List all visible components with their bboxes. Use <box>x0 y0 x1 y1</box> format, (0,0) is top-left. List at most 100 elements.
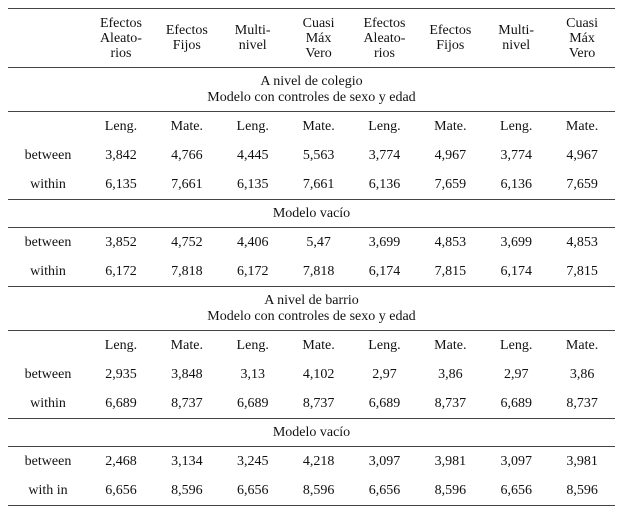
data-row: between 3,852 4,752 4,406 5,47 3,699 4,853 3,69… <box>8 228 615 258</box>
value-cell: 3,13 <box>240 367 265 382</box>
value-cell: 6,172 <box>105 264 137 279</box>
section-title-row: A nivel de barrio Modelo con controles de… <box>8 286 615 331</box>
value-cell: 7,815 <box>434 264 467 279</box>
subheader-cell: Mate. <box>302 119 335 134</box>
section-title-row: Modelo vacío <box>8 418 615 447</box>
value-cell: 6,174 <box>368 264 401 279</box>
value-cell: 8,596 <box>153 476 220 506</box>
subheader-cell: Leng. <box>236 338 269 353</box>
value-cell: 3,981 <box>566 454 598 469</box>
column-header: Cuasi Máx Vero <box>285 8 352 68</box>
subheader-row: Leng. Mate. Leng. Mate. Leng. Mate. Leng. Mate. <box>8 112 615 142</box>
value-cell: 6,656 <box>483 476 550 506</box>
value-cell: 6,135 <box>236 177 269 192</box>
subheader-cell: Leng. <box>368 119 401 134</box>
section-title-row: A nivel de colegio Modelo con controles d… <box>8 67 615 112</box>
value-cell: 8,596 <box>417 476 484 506</box>
empty-cell <box>8 112 88 142</box>
row-label: within <box>30 177 66 192</box>
value-cell: 4,967 <box>434 148 467 163</box>
text-line: Efectos <box>99 15 142 31</box>
text-line: Efectos <box>165 23 208 38</box>
text-line: Fijos <box>436 38 465 53</box>
text-line: Multi- <box>234 23 271 38</box>
text-line: Aleato- <box>99 30 142 46</box>
section-title: Modelo vacío <box>8 199 615 228</box>
results-table: Efectos Aleato-rios Efectos Fijos Multi-nive… <box>8 8 615 506</box>
value-cell: 8,737 <box>302 396 335 411</box>
value-cell: 4,853 <box>566 235 598 250</box>
subheader-cell: Mate. <box>434 338 467 353</box>
data-row: within 6,172 7,818 6,172 7,818 6,174 7,815 6,17… <box>8 257 615 287</box>
column-header: Efectos Aleato-rios <box>351 8 418 68</box>
corner-cell <box>8 8 88 68</box>
value-cell: 7,818 <box>302 264 335 279</box>
subheader-cell: Leng. <box>236 119 269 134</box>
row-label: between <box>24 367 72 382</box>
subheader-row: Leng. Mate. Leng. Mate. Leng. Mate. Leng. Mate. <box>8 331 615 361</box>
text-line: nivel <box>502 38 531 53</box>
data-row: between 2,935 3,848 3,13 4,102 2,97 3,86 2,97 3,… <box>8 360 615 389</box>
value-cell: 3,981 <box>434 454 467 469</box>
data-row: with in 6,656 8,596 6,656 8,596 6,656 8,596 6,6… <box>8 476 615 506</box>
text-line: Efectos <box>363 15 406 31</box>
value-cell: 6,656 <box>219 476 286 506</box>
data-row: between 2,468 3,134 3,245 4,218 3,097 3,981 3,0… <box>8 447 615 477</box>
text-line: Máx <box>569 30 595 46</box>
row-label: between <box>24 454 72 469</box>
value-cell: 3,848 <box>171 367 203 382</box>
value-cell: 3,774 <box>368 148 401 163</box>
value-cell: 8,737 <box>566 396 598 411</box>
value-cell: 6,172 <box>236 264 269 279</box>
value-cell: 8,737 <box>434 396 467 411</box>
value-cell: 3,86 <box>569 367 595 382</box>
subheader-cell: Mate. <box>170 119 203 134</box>
value-cell: 3,699 <box>500 235 532 250</box>
value-cell: 7,818 <box>171 264 203 279</box>
text-line: Máx <box>305 30 332 46</box>
value-cell: 4,445 <box>236 148 269 163</box>
column-header: Multi-nivel <box>219 8 286 68</box>
value-cell: 7,659 <box>566 177 598 192</box>
value-cell: 2,97 <box>503 367 529 382</box>
text-line: Modelo con controles de sexo y edad <box>207 308 416 324</box>
value-cell: 4,218 <box>302 454 335 469</box>
subheader-cell: Mate. <box>170 338 203 353</box>
value-cell: 3,86 <box>438 367 463 382</box>
subheader-cell: Leng. <box>500 119 533 134</box>
value-cell: 6,689 <box>368 396 401 411</box>
subheader-cell: Leng. <box>368 338 401 353</box>
column-header: Multi-nivel <box>483 8 550 68</box>
value-cell: 4,967 <box>566 148 598 163</box>
text-line: Modelo vacío <box>272 424 351 440</box>
section-title: Modelo vacío <box>8 418 615 447</box>
value-cell: 2,468 <box>105 454 137 469</box>
subheader-cell: Mate. <box>565 119 599 134</box>
value-cell: 4,766 <box>171 148 203 163</box>
value-cell: 2,935 <box>105 367 137 382</box>
section-title: A nivel de barrio Modelo con controles de… <box>8 286 615 331</box>
value-cell: 3,097 <box>500 454 532 469</box>
value-cell: 8,737 <box>171 396 203 411</box>
data-row: within 6,135 7,661 6,135 7,661 6,136 7,659 6,13… <box>8 170 615 200</box>
value-cell: 7,659 <box>434 177 467 192</box>
value-cell: 7,661 <box>171 177 203 192</box>
column-header: Cuasi Máx Vero <box>549 8 615 68</box>
value-cell: 6,136 <box>368 177 401 192</box>
column-header: Efectos Fijos <box>417 8 484 68</box>
value-cell: 6,689 <box>500 396 532 411</box>
value-cell: 6,656 <box>88 476 154 506</box>
text-line: Aleato- <box>363 30 406 46</box>
row-label: between <box>24 148 72 163</box>
text-line: Efectos <box>429 23 472 38</box>
value-cell: 3,774 <box>500 148 532 163</box>
row-label: between <box>24 235 72 250</box>
row-label: with in <box>8 476 88 506</box>
subheader-cell: Mate. <box>565 338 599 353</box>
value-cell: 3,852 <box>105 235 137 250</box>
data-row: between 3,842 4,766 4,445 5,563 3,774 4,967 3,7… <box>8 141 615 170</box>
value-cell: 2,97 <box>372 367 397 382</box>
value-cell: 3,134 <box>171 454 203 469</box>
subheader-cell: Leng. <box>104 338 138 353</box>
